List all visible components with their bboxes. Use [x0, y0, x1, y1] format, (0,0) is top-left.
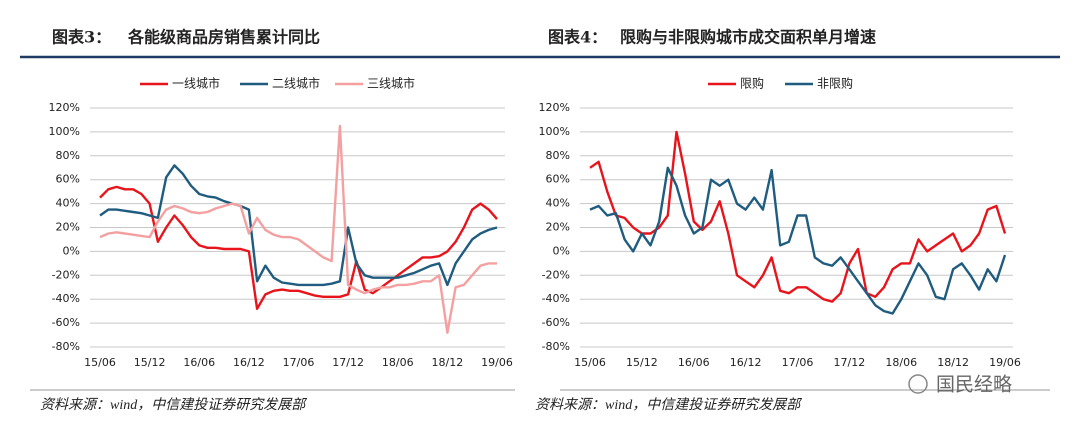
x-tick-label: 19/06: [989, 356, 1021, 369]
y-tick-label: -80%: [542, 340, 570, 353]
y-tick-label: 100%: [539, 125, 570, 138]
y-tick-label: 0%: [63, 244, 80, 257]
x-tick-label: 16/12: [730, 356, 762, 369]
y-tick-label: 20%: [56, 221, 80, 234]
x-tick-label: 17/06: [283, 356, 315, 369]
chart-title: 各能级商品房销售累计同比: [127, 28, 320, 47]
series-line: [99, 164, 498, 287]
y-tick-label: 60%: [56, 173, 80, 186]
legend-label: 三线城市: [367, 76, 415, 91]
legend-label: 非限购: [817, 76, 853, 91]
series-line: [99, 185, 498, 310]
x-tick-label: 19/06: [481, 356, 513, 369]
x-tick-label: 18/06: [885, 356, 917, 369]
y-tick-label: -60%: [52, 316, 80, 329]
watermark: 国民经略: [936, 374, 1012, 396]
y-tick-label: 60%: [546, 173, 570, 186]
y-tick-label: 40%: [56, 197, 80, 210]
y-tick-label: -20%: [542, 268, 570, 281]
y-tick-label: -80%: [52, 340, 80, 353]
y-tick-label: -20%: [52, 268, 80, 281]
y-tick-label: 40%: [546, 197, 570, 210]
x-tick-label: 15/06: [574, 356, 606, 369]
y-tick-label: 120%: [49, 101, 80, 114]
chart-number: 图表4：: [548, 28, 607, 47]
y-tick-label: 80%: [56, 149, 80, 162]
y-tick-label: -40%: [52, 292, 80, 305]
x-tick-label: 18/12: [937, 356, 969, 369]
y-tick-label: 100%: [49, 125, 80, 138]
series-line: [589, 130, 1007, 303]
source-note: 资料来源：wind，中信建投证券研究发展部: [40, 397, 307, 413]
y-tick-label: 120%: [539, 101, 570, 114]
y-tick-label: 0%: [553, 244, 570, 257]
x-tick-label: 16/06: [183, 356, 215, 369]
x-tick-label: 15/12: [134, 356, 166, 369]
chart-number: 图表3：: [52, 28, 111, 47]
x-tick-label: 16/12: [233, 356, 265, 369]
y-tick-label: 20%: [546, 221, 570, 234]
x-tick-label: 15/06: [84, 356, 116, 369]
y-tick-label: -40%: [542, 292, 570, 305]
x-tick-label: 18/12: [432, 356, 464, 369]
legend-label: 二线城市: [272, 76, 320, 91]
x-tick-label: 18/06: [382, 356, 414, 369]
chart-title: 限购与非限购城市成交面积单月增速: [620, 28, 876, 47]
x-tick-label: 16/06: [678, 356, 710, 369]
x-tick-label: 17/06: [782, 356, 814, 369]
watermark-icon: [908, 374, 928, 394]
x-tick-label: 17/12: [834, 356, 866, 369]
y-tick-label: -60%: [542, 316, 570, 329]
source-note: 资料来源：wind，中信建投证券研究发展部: [535, 397, 802, 413]
series-line: [589, 166, 1007, 315]
series-line: [99, 124, 497, 334]
x-tick-label: 15/12: [626, 356, 658, 369]
legend-label: 限购: [740, 76, 764, 91]
y-tick-label: 80%: [546, 149, 570, 162]
x-tick-label: 17/12: [332, 356, 364, 369]
legend-label: 一线城市: [172, 76, 220, 91]
